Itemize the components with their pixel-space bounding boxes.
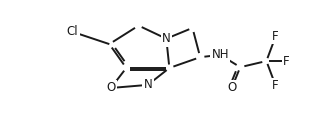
Text: F: F xyxy=(283,54,290,67)
Text: Cl: Cl xyxy=(67,25,78,38)
Text: NH: NH xyxy=(212,48,229,61)
Text: N: N xyxy=(162,32,171,45)
Text: F: F xyxy=(272,79,279,92)
Text: N: N xyxy=(143,78,152,91)
Text: F: F xyxy=(272,30,279,43)
Text: O: O xyxy=(227,82,236,95)
Text: O: O xyxy=(106,82,115,95)
